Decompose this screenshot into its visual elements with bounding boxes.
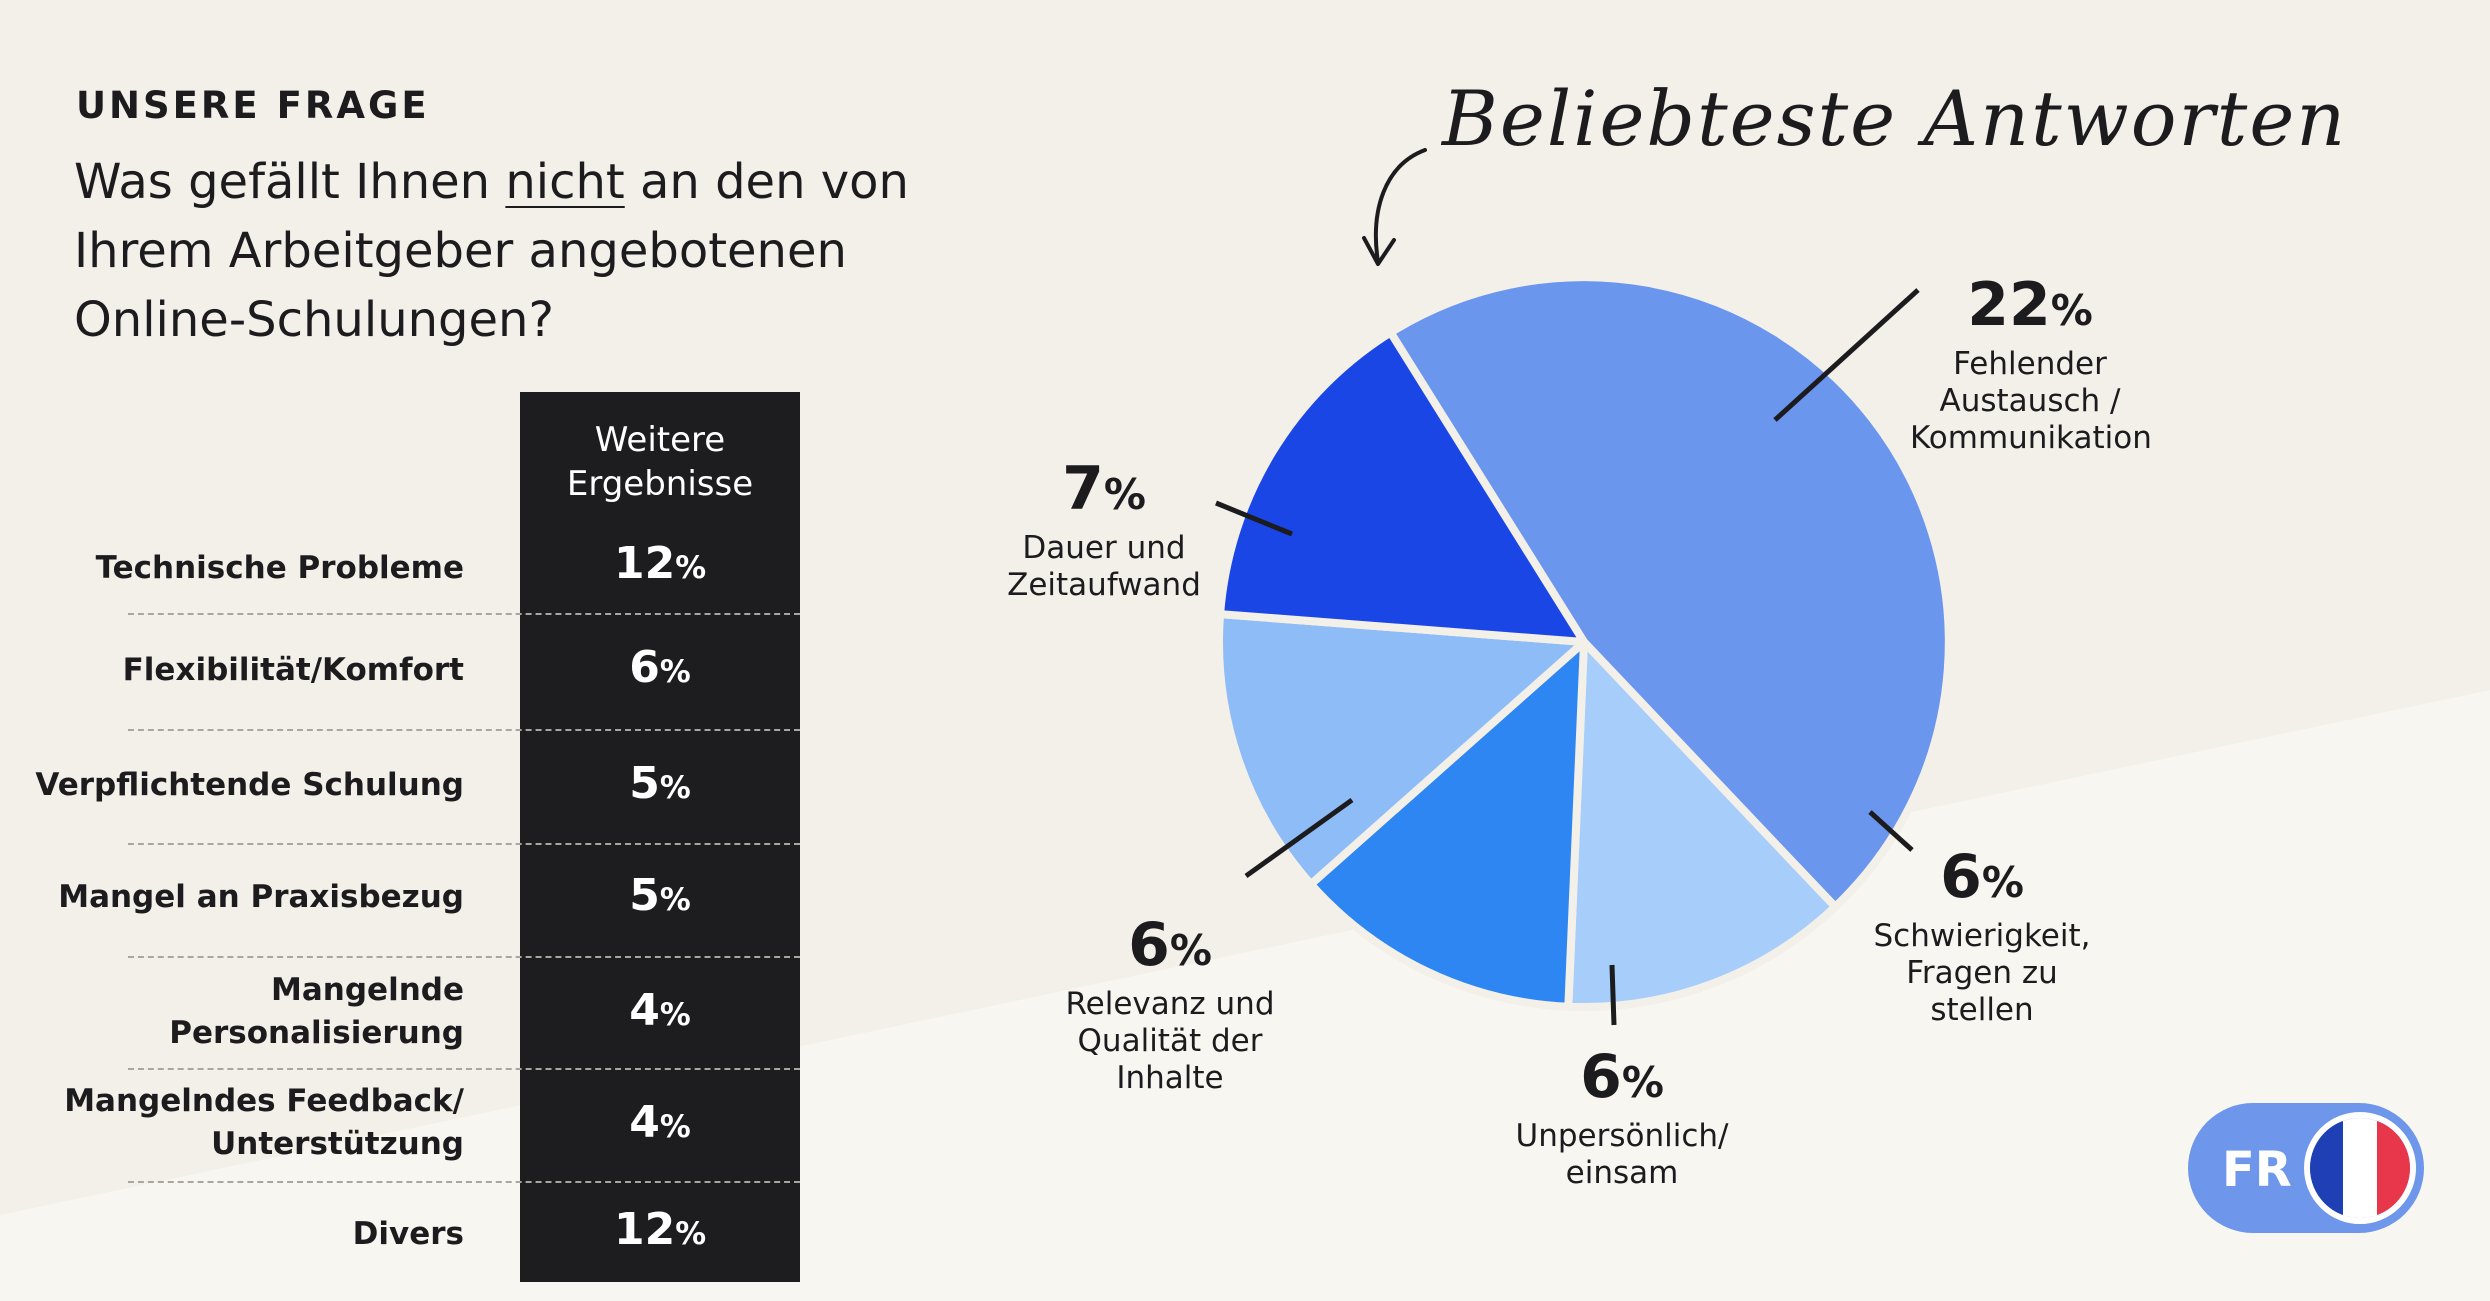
slice-callout: 7% Dauer und Zeitaufwand — [1004, 454, 1204, 604]
question-emphasis: nicht — [505, 154, 625, 210]
row-value: 4% — [520, 1097, 800, 1148]
row-divider — [128, 729, 800, 731]
slice-unit: % — [1981, 858, 2024, 907]
slice-unit: % — [2050, 286, 2093, 335]
slice-label: Dauer und Zeitaufwand — [1007, 530, 1201, 603]
slice-value: 22% — [1910, 270, 2150, 346]
pie-slice — [1216, 328, 1588, 646]
question-pre: Was gefällt Ihnen — [74, 154, 506, 210]
slice-number: 6 — [1580, 1042, 1622, 1112]
row-label: Mangelnde Personalisierung — [169, 972, 464, 1051]
row-number: 4 — [629, 1097, 660, 1148]
slice-number: 7 — [1062, 454, 1104, 524]
row-label: Mangelndes Feedback/ Unterstützung — [64, 1083, 464, 1162]
leader-line — [1773, 288, 1920, 422]
slice-unit: % — [1169, 926, 1212, 975]
row-unit: % — [659, 882, 691, 918]
leader-line — [1215, 500, 1293, 537]
leader-line — [1868, 810, 1914, 852]
row-number: 5 — [629, 758, 660, 809]
row-divider — [128, 1181, 800, 1183]
row-number: 4 — [629, 985, 660, 1036]
slice-value: 7% — [1004, 454, 1204, 530]
pie-slice — [1306, 638, 1588, 1011]
language-code[interactable]: FR — [2222, 1142, 2292, 1198]
slice-callout: 6% Relevanz und Qualität der Inhalte — [1065, 910, 1275, 1097]
slice-callout: 22% Fehlender Austausch / Kommunikation — [1910, 270, 2152, 457]
slice-label: Unpersönlich/ einsam — [1515, 1118, 1729, 1191]
row-unit: % — [659, 770, 691, 806]
slice-label: Schwierigkeit, Fragen zu stellen — [1873, 918, 2091, 1028]
row-value: 5% — [520, 870, 800, 921]
row-value: 4% — [520, 985, 800, 1036]
pie-slice — [1386, 273, 1953, 911]
flag-stripe — [2343, 1118, 2377, 1218]
row-unit: % — [675, 1216, 707, 1252]
leader-line — [1244, 797, 1354, 879]
row-divider — [128, 613, 800, 615]
results-column — [520, 392, 800, 1282]
question-post: an den von Ihrem Arbeitgeber angebotenen… — [74, 154, 909, 348]
row-value: 12% — [520, 1204, 800, 1255]
slice-value: 6% — [1502, 1042, 1742, 1118]
row-label: Mangel an Praxisbezug — [58, 879, 464, 915]
row-divider — [128, 956, 800, 958]
slice-value: 6% — [1852, 842, 2112, 918]
eyebrow-label: UNSERE FRAGE — [76, 84, 430, 127]
slice-number: 6 — [1940, 842, 1982, 912]
slice-label: Fehlender Austausch / Kommunikation — [1910, 346, 2152, 456]
row-unit: % — [659, 997, 691, 1033]
leader-line — [1609, 964, 1617, 1026]
pie-slice — [1215, 610, 1588, 889]
slice-value: 6% — [1065, 910, 1275, 986]
row-unit: % — [659, 1109, 691, 1145]
row-number: 5 — [629, 870, 660, 921]
slice-callout: 6% Schwierigkeit, Fragen zu stellen — [1852, 842, 2112, 1029]
slice-unit: % — [1103, 470, 1146, 519]
row-label: Divers — [352, 1216, 464, 1252]
row-label: Technische Probleme — [95, 550, 464, 586]
slice-unit: % — [1621, 1058, 1664, 1107]
row-divider — [128, 1068, 800, 1070]
row-divider — [128, 843, 800, 845]
question-title: Was gefällt Ihnen nicht an den von Ihrem… — [74, 148, 954, 355]
arrow-icon — [1373, 148, 1427, 264]
french-flag-icon[interactable] — [2304, 1112, 2416, 1224]
pie-slice — [1564, 638, 1840, 1012]
results-header: Weitere Ergebnisse — [566, 420, 754, 504]
row-number: 6 — [629, 642, 660, 693]
row-label: Verpflichtende Schulung — [35, 767, 464, 803]
row-unit: % — [659, 654, 691, 690]
row-number: 12 — [613, 538, 676, 589]
slice-label: Relevanz und Qualität der Inhalte — [1065, 986, 1275, 1096]
arrow-head-icon — [1362, 236, 1396, 266]
row-value: 6% — [520, 642, 800, 693]
slice-callout: 6% Unpersönlich/ einsam — [1502, 1042, 1742, 1192]
row-value: 5% — [520, 758, 800, 809]
row-value: 12% — [520, 538, 800, 589]
row-unit: % — [675, 550, 707, 586]
slice-number: 22 — [1967, 270, 2051, 340]
row-label: Flexibilität/Komfort — [122, 652, 464, 688]
handwritten-title: Beliebteste Antworten — [1442, 74, 2348, 163]
slice-number: 6 — [1128, 910, 1170, 980]
row-number: 12 — [613, 1204, 676, 1255]
